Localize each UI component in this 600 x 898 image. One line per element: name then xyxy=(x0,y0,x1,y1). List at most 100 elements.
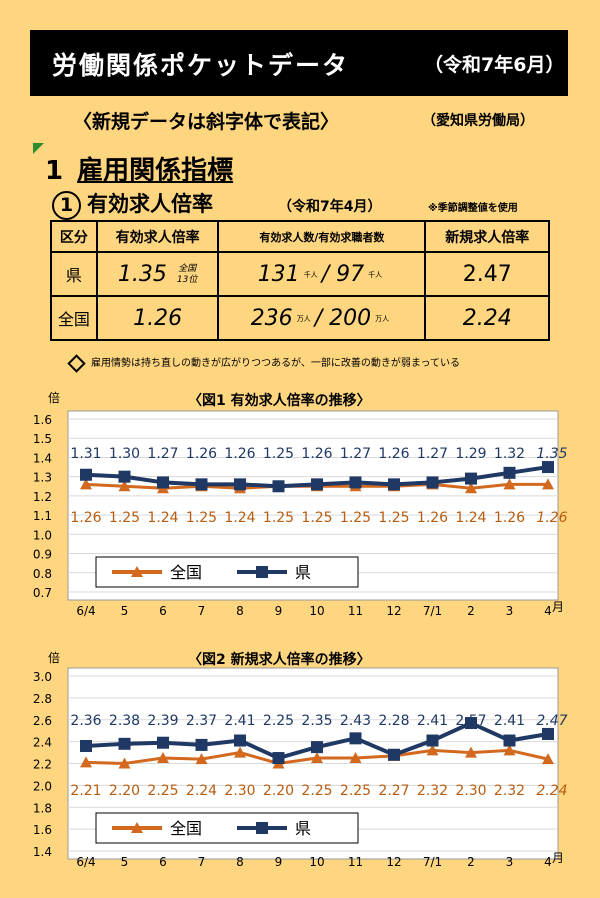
data-label: 2.41 xyxy=(224,713,255,729)
data-label: 1.25 xyxy=(301,510,332,526)
data-point xyxy=(426,734,439,747)
data-point xyxy=(542,753,554,765)
x-tick-label: 11 xyxy=(348,855,363,869)
unit-label: 万人 xyxy=(375,314,390,323)
data-point xyxy=(311,741,323,754)
new-ratio-cell: 2.47 xyxy=(424,251,550,297)
x-tick-label: 2 xyxy=(467,855,475,869)
y-tick-label: 2.6 xyxy=(33,714,52,728)
legend-label: 県 xyxy=(295,819,311,838)
legend-label: 全国 xyxy=(170,563,202,582)
col-header: 区分 xyxy=(50,220,98,253)
data-label: 1.26 xyxy=(378,446,409,462)
data-point xyxy=(542,478,554,490)
data-label: 2.24 xyxy=(186,783,217,799)
data-label: 1.26 xyxy=(536,510,567,526)
unit-label: 千人 xyxy=(368,270,383,279)
x-tick-label: 6 xyxy=(159,604,167,618)
offers-seekers-cell: 131 千人/ 97 千人 xyxy=(217,251,427,297)
data-label: 1.27 xyxy=(340,446,371,462)
y-tick-label: 1.4 xyxy=(33,451,52,465)
subsection-number-icon: 1 xyxy=(52,191,81,220)
y-tick-label: 1.3 xyxy=(33,471,52,485)
data-point xyxy=(80,756,92,768)
data-point xyxy=(465,482,477,494)
data-label: 2.27 xyxy=(378,783,409,799)
data-label: 2.21 xyxy=(70,783,101,799)
data-point xyxy=(80,478,92,490)
data-label: 1.30 xyxy=(109,446,140,462)
x-tick-label: 9 xyxy=(275,855,283,869)
data-point xyxy=(234,746,246,758)
data-point xyxy=(388,748,400,761)
slash: / xyxy=(314,305,323,331)
y-tick-label: 1.4 xyxy=(33,845,52,859)
seasonal-note: ※季節調整値を使用 xyxy=(428,203,518,214)
x-tick-label: 7 xyxy=(198,855,206,869)
x-axis-label: 月 xyxy=(552,600,564,614)
page-title: 労働関係ポケットデータ xyxy=(52,51,350,80)
x-tick-label: 11 xyxy=(348,604,363,618)
chart2-title: 〈図2 新規求人倍率の推移〉 xyxy=(188,652,371,668)
legend-marker xyxy=(131,566,143,577)
x-axis-label: 月 xyxy=(552,851,564,865)
data-label: 1.29 xyxy=(455,446,486,462)
data-label: 2.41 xyxy=(417,713,448,729)
row-label: 全国 xyxy=(50,295,98,341)
data-label: 1.25 xyxy=(378,510,409,526)
x-tick-label: 4 xyxy=(544,855,552,869)
data-label: 1.25 xyxy=(340,510,371,526)
data-label: 1.24 xyxy=(455,510,486,526)
data-label: 1.24 xyxy=(224,510,255,526)
ratio-cell: 1.35 全国 13位 xyxy=(95,251,220,297)
legend-label: 県 xyxy=(295,563,311,582)
x-tick-label: 6 xyxy=(159,855,167,869)
y-tick-label: 2.0 xyxy=(33,779,52,793)
data-point xyxy=(272,480,285,493)
section-title: 雇用関係指標 xyxy=(77,156,234,186)
data-label: 1.26 xyxy=(186,446,217,462)
x-tick-label: 5 xyxy=(121,855,129,869)
data-point xyxy=(311,478,323,491)
data-label: 1.26 xyxy=(224,446,255,462)
x-tick-label: 3 xyxy=(506,604,514,618)
data-point xyxy=(195,738,208,751)
new-ratio-cell: 2.24 xyxy=(424,295,550,341)
data-label: 1.26 xyxy=(417,510,448,526)
data-point xyxy=(465,717,477,730)
data-point xyxy=(118,737,131,750)
y-tick-label: 2.4 xyxy=(33,736,52,750)
table-header-row: 区分 有効求人倍率 有効求人数/有効求職者数 新規求人倍率 xyxy=(50,220,550,253)
data-label: 2.30 xyxy=(455,783,486,799)
section-flag-icon xyxy=(33,143,44,154)
data-label: 1.25 xyxy=(263,510,294,526)
data-label: 2.32 xyxy=(494,783,525,799)
page-date: （令和7年6月） xyxy=(424,54,565,76)
section-heading: 1 雇用関係指標 xyxy=(45,150,233,187)
data-point xyxy=(465,746,477,758)
data-label: 2.30 xyxy=(224,783,255,799)
data-label: 2.25 xyxy=(340,783,371,799)
x-tick-label: 3 xyxy=(506,855,514,869)
data-point xyxy=(234,478,246,491)
data-label: 2.25 xyxy=(301,783,332,799)
y-tick-label: 1.2 xyxy=(33,490,52,504)
x-tick-label: 12 xyxy=(386,604,401,618)
y-tick-label: 0.7 xyxy=(33,586,52,600)
data-point xyxy=(157,476,169,489)
subsection-title: 有効求人倍率 xyxy=(87,192,213,216)
data-point xyxy=(349,476,362,489)
y-tick-label: 1.5 xyxy=(33,432,52,446)
x-tick-label: 10 xyxy=(309,855,324,869)
stats-table: 区分 有効求人倍率 有効求人数/有効求職者数 新規求人倍率 県 1.35 全国 13… xyxy=(50,220,550,341)
legend-marker xyxy=(256,566,268,578)
subsection-heading: 1 有効求人倍率 xyxy=(52,188,213,220)
unit-label: 千人 xyxy=(303,270,318,279)
y-tick-label: 1.1 xyxy=(33,509,52,523)
data-label: 2.36 xyxy=(70,713,101,729)
data-point xyxy=(542,727,554,740)
data-point xyxy=(426,476,439,489)
data-point xyxy=(118,470,131,483)
data-point xyxy=(311,752,323,764)
data-label: 2.47 xyxy=(536,713,567,729)
